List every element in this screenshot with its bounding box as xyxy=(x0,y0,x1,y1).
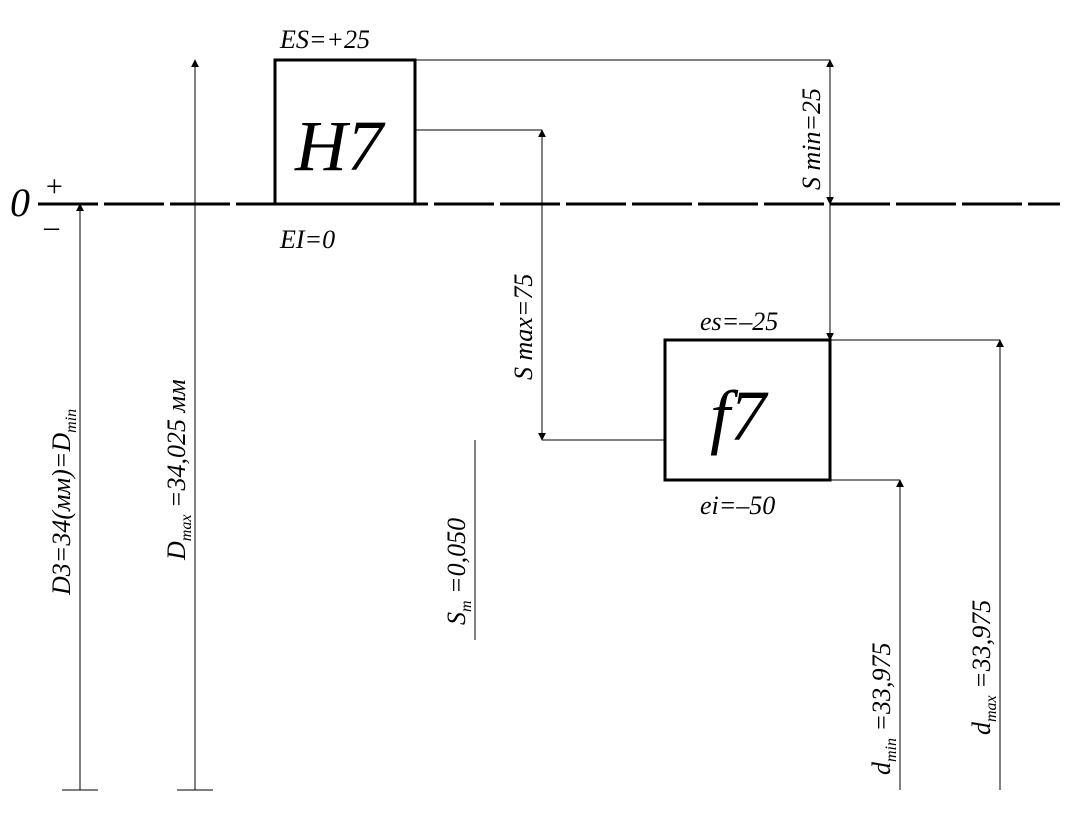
extension-lines xyxy=(62,60,1000,790)
svg-text:S max=75: S max=75 xyxy=(509,274,538,380)
EI-label: EI=0 xyxy=(279,225,335,254)
svg-text:S min=25: S min=25 xyxy=(797,88,826,190)
dim-Sm: Sm =0,050 xyxy=(442,440,475,640)
shaft-field-f7: f7 es=–25 ei=–50 xyxy=(665,307,830,520)
svg-text:0: 0 xyxy=(10,180,30,225)
dim-D3: D3=34(мм)=Dmin xyxy=(47,204,80,790)
es-label: es=–25 xyxy=(700,307,778,336)
svg-text:dmax =33,975: dmax =33,975 xyxy=(967,600,1000,735)
svg-text:+: + xyxy=(44,170,64,203)
dim-Dmax: Dmax =34,025 мм xyxy=(162,60,195,790)
hole-field-H7: H7 ES=+25 EI=0 xyxy=(275,25,415,254)
ES-label: ES=+25 xyxy=(279,25,370,54)
dim-dmax: dmax =33,975 xyxy=(967,340,1000,790)
svg-text:H7: H7 xyxy=(294,106,386,186)
dim-Smin: S min=25 xyxy=(797,60,830,204)
dim-Smax: S max=75 xyxy=(509,130,542,440)
svg-text:dmin =33,975: dmin =33,975 xyxy=(867,642,900,775)
svg-text:–: – xyxy=(43,210,60,243)
zero-marker: 0 + – xyxy=(10,170,64,243)
ei-label: ei=–50 xyxy=(700,491,775,520)
svg-text:Dmax =34,025 мм: Dmax =34,025 мм xyxy=(162,379,195,561)
svg-text:f7: f7 xyxy=(710,376,769,456)
svg-text:Sm =0,050: Sm =0,050 xyxy=(442,518,475,625)
svg-text:D3=34(мм)=Dmin: D3=34(мм)=Dmin xyxy=(47,409,80,596)
dim-dmin: dmin =33,975 xyxy=(867,480,900,790)
